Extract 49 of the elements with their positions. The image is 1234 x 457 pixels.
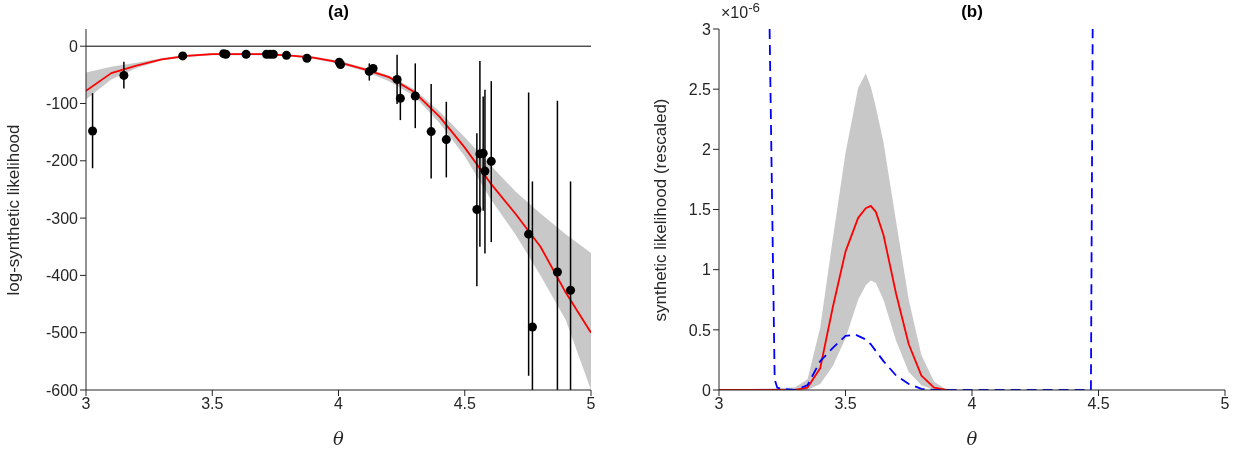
x-tick-label: 4 bbox=[334, 395, 344, 413]
x-tick-label: 4.5 bbox=[1087, 395, 1110, 413]
x-axis-title: θ bbox=[333, 428, 344, 449]
y-tick-label: 1 bbox=[702, 261, 712, 279]
point bbox=[426, 127, 436, 137]
point bbox=[302, 53, 312, 63]
chart-title: (b) bbox=[961, 2, 983, 22]
x-tick-label: 3.5 bbox=[201, 395, 224, 413]
point bbox=[524, 229, 534, 239]
y-axis-title: synthetic likelihood (rescaled) bbox=[651, 98, 671, 321]
point bbox=[281, 50, 291, 60]
point bbox=[241, 49, 251, 59]
y-tick-label: 1.5 bbox=[688, 201, 712, 219]
x-tick-label: 3 bbox=[714, 395, 724, 413]
point bbox=[480, 166, 490, 176]
point bbox=[527, 322, 537, 332]
y-tick-label: 0.5 bbox=[688, 321, 712, 339]
y-tick-label: 3 bbox=[702, 20, 712, 38]
x-tick-label: 3.5 bbox=[834, 395, 857, 413]
point bbox=[410, 91, 420, 101]
x-axis-title: θ bbox=[966, 428, 978, 449]
x-tick-label: 5 bbox=[1220, 395, 1230, 413]
point bbox=[552, 267, 562, 277]
point bbox=[88, 126, 98, 136]
x-tick-label: 3 bbox=[81, 395, 91, 413]
y-tick-label: -300 bbox=[45, 209, 79, 227]
y-tick-label: -100 bbox=[45, 95, 79, 113]
y-tick-label: -400 bbox=[45, 267, 79, 285]
y-tick-label: -200 bbox=[45, 152, 79, 170]
point bbox=[395, 93, 405, 103]
y-tick-label: -500 bbox=[45, 324, 79, 342]
x-tick-label: 4 bbox=[967, 395, 977, 413]
point bbox=[472, 204, 482, 215]
y-tick-label: 0 bbox=[69, 37, 79, 55]
point bbox=[119, 70, 129, 80]
y-tick-label: 2.5 bbox=[688, 80, 712, 98]
y-tick-label: 0 bbox=[702, 381, 712, 399]
point bbox=[392, 74, 402, 84]
point bbox=[566, 285, 576, 295]
y-tick-label: -600 bbox=[45, 381, 79, 399]
y-tick-label: 2 bbox=[702, 141, 712, 159]
y-axis-title: log-synthetic likelihood bbox=[4, 123, 24, 296]
x-tick-label: 4.5 bbox=[453, 395, 476, 413]
point bbox=[486, 156, 496, 166]
text: ×10$^{-6}$ bbox=[721, 0, 760, 23]
x-tick-label: 5 bbox=[586, 395, 596, 413]
point bbox=[441, 135, 451, 145]
chart-title: (a) bbox=[328, 2, 349, 22]
point bbox=[178, 51, 188, 61]
